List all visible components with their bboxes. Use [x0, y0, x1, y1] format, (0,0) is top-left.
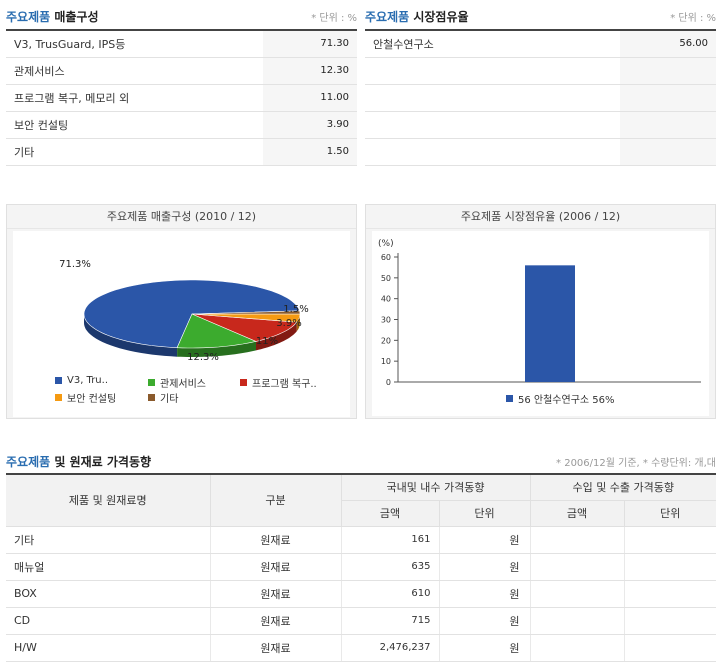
legend-swatch: [240, 379, 247, 386]
col-header-name: 제품 및 원재료명: [6, 474, 211, 527]
table-row: H/W 원재료 2,476,237 원: [6, 634, 716, 662]
y-tick-label: 20: [381, 336, 391, 345]
legend-swatch: [148, 379, 155, 386]
price-unit-note: * 2006/12월 기준, * 수량단위: 개,대: [556, 457, 716, 469]
pie-data-label: 11%: [256, 336, 278, 347]
table-row: [365, 138, 716, 166]
table-row: 안철수연구소 56.00: [365, 30, 716, 58]
sales-unit-note: * 단위 : %: [311, 12, 357, 24]
col-header-unit-import: 단위: [623, 500, 716, 527]
legend-item: 56 안철수연구소 56%: [506, 391, 615, 406]
table-row: 매뉴얼 원재료 635 원: [6, 553, 716, 581]
pie-chart-title: 주요제품 매출구성 (2010 / 12): [7, 205, 356, 229]
table-row: 관제서비스 12.30: [6, 57, 357, 85]
y-tick-label: 60: [381, 253, 391, 262]
pie-chart-panel: 주요제품 매출구성 (2010 / 12) 71.3% 12.3% 11% 3.9% 1…: [6, 204, 357, 419]
table-row: 보안 컨설팅 3.90: [6, 111, 357, 139]
share-section-title: 주요제품 시장점유율: [365, 9, 469, 24]
pie-slice: [176, 313, 257, 349]
pie-slice-side: [256, 322, 297, 351]
pie-data-label: 1.5%: [283, 304, 308, 315]
sales-section-title: 주요제품 매출구성: [6, 9, 99, 24]
legend-item: 기타: [148, 390, 178, 405]
table-row: CD 원재료 715 원: [6, 607, 716, 635]
y-tick-label: 30: [381, 316, 391, 325]
y-tick-label: 40: [381, 295, 391, 304]
legend-item: 관제서비스: [148, 375, 206, 390]
sales-table: V3, TrusGuard, IPS등 71.30 관제서비스 12.30 프로그램…: [6, 29, 357, 166]
sales-section-header: 주요제품 매출구성 * 단위 : %: [6, 5, 357, 27]
pie-slice: [191, 313, 301, 323]
share-unit-note: * 단위 : %: [670, 12, 716, 24]
price-section-title: 주요제품 및 원재료 가격동향: [6, 454, 152, 469]
y-tick-label: 10: [381, 357, 391, 366]
y-tick-label: 50: [381, 274, 391, 283]
bar-chart-panel: 주요제품 시장점유율 (2006 / 12) (%) 0 10 20 30 40 50 60 …: [365, 204, 716, 419]
y-tick-label: 0: [386, 378, 391, 387]
legend-swatch: [55, 377, 62, 384]
pie-data-label: 71.3%: [59, 259, 91, 270]
pie-slice: [191, 310, 301, 315]
col-header-type: 구분: [209, 474, 342, 527]
pie-slice: [191, 313, 298, 342]
price-section-header: 주요제품 및 원재료 가격동향 * 2006/12월 기준, * 수량단위: 개…: [6, 450, 716, 472]
col-header-amount: 금액: [340, 500, 440, 527]
share-table: 안철수연구소 56.00: [365, 29, 716, 166]
table-row: [365, 57, 716, 85]
share-section-header: 주요제품 시장점유율 * 단위 : %: [365, 5, 716, 27]
bar: [525, 265, 575, 382]
bar-chart: (%) 0 10 20 30 40 50 60: [378, 239, 701, 387]
legend-swatch: [55, 394, 62, 401]
pie-slice-side: [177, 341, 256, 357]
table-row: [365, 84, 716, 112]
pie-chart: 71.3% 12.3% 11% 3.9% 1.5%: [13, 231, 350, 417]
col-header-domestic: 국내및 내수 가격동향: [340, 474, 531, 501]
table-row: [365, 111, 716, 139]
table-row: BOX 원재료 610 원: [6, 580, 716, 608]
table-row: V3, TrusGuard, IPS등 71.30: [6, 30, 357, 58]
col-header-unit: 단위: [438, 500, 531, 527]
pie-data-label: 12.3%: [187, 352, 219, 363]
bar-chart-title: 주요제품 시장점유율 (2006 / 12): [366, 205, 715, 229]
legend-item: 프로그램 복구..: [240, 375, 317, 390]
table-row: 기타 1.50: [6, 138, 357, 166]
table-row: 프로그램 복구, 메모리 외 11.00: [6, 84, 357, 112]
legend-item: 보안 컨설팅: [55, 390, 116, 405]
legend-swatch: [506, 395, 513, 402]
col-header-amount-import: 금액: [529, 500, 625, 527]
pie-data-label: 3.9%: [276, 318, 301, 329]
table-row: 기타 원재료 161 원: [6, 526, 716, 554]
price-table: 제품 및 원재료명 구분 국내및 내수 가격동향 수입 및 수출 가격동향 금액…: [6, 473, 716, 662]
y-axis-label: (%): [378, 239, 394, 249]
legend-item: V3, Tru..: [55, 375, 108, 386]
legend-swatch: [148, 394, 155, 401]
col-header-import: 수입 및 수출 가격동향: [529, 474, 716, 501]
